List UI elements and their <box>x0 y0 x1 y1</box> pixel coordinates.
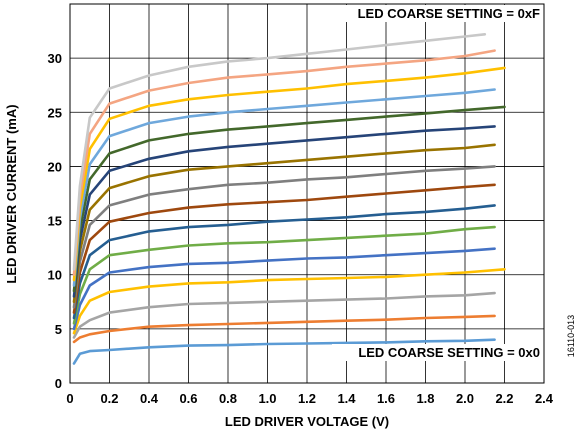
series-line-5 <box>72 225 496 325</box>
x-tick-label: 1.8 <box>416 391 434 406</box>
y-tick-label: 25 <box>48 105 62 120</box>
x-tick-label: 2.2 <box>495 391 513 406</box>
figure-id: 16110-013 <box>566 315 576 357</box>
x-tick-label: 2.0 <box>456 391 474 406</box>
series-line-4 <box>72 247 496 331</box>
y-tick-label: 5 <box>55 322 62 337</box>
y-tick-label: 10 <box>48 268 62 283</box>
x-tick-label: 1.6 <box>377 391 395 406</box>
x-tick-label: 0.2 <box>100 391 118 406</box>
series-line-6 <box>72 204 496 320</box>
series-line-2 <box>72 291 496 339</box>
x-tick-labels: 0 0.2 0.4 0.6 0.8 1.0 1.2 1.4 1.6 1.8 2.0 2.2 2.4 <box>66 391 553 406</box>
x-tick-label: 0.4 <box>140 391 159 406</box>
y-tick-label: 15 <box>48 214 62 229</box>
series-line-13 <box>72 66 506 282</box>
annotation-top-bg <box>332 5 543 22</box>
x-tick-label: 1.2 <box>298 391 316 406</box>
annotation-bottom-bg <box>332 344 543 361</box>
y-tick-label: 30 <box>48 51 62 66</box>
annotation-bottom: LED COARSE SETTING = 0x0 <box>358 345 540 360</box>
series-line-0 <box>72 338 496 365</box>
y-axis-title: LED DRIVER CURRENT (mA) <box>4 104 19 283</box>
y-tick-label: 0 <box>55 376 62 391</box>
series-layer <box>72 32 506 365</box>
series-line-8 <box>72 165 496 309</box>
x-axis-title: LED DRIVER VOLTAGE (V) <box>225 414 389 429</box>
series-line-15 <box>72 32 487 271</box>
x-tick-label: 0.6 <box>179 391 197 406</box>
x-tick-label: 1.4 <box>337 391 356 406</box>
y-tick-label: 20 <box>48 159 62 174</box>
series-line-1 <box>72 314 496 344</box>
series-line-14 <box>72 49 496 277</box>
series-line-9 <box>72 143 496 304</box>
x-tick-label: 0.8 <box>219 391 237 406</box>
x-tick-label: 0 <box>66 391 73 406</box>
series-line-10 <box>72 125 496 298</box>
series-line-11 <box>72 105 506 293</box>
annotation-top: LED COARSE SETTING = 0xF <box>358 6 540 21</box>
series-line-3 <box>72 267 506 335</box>
series-line-7 <box>72 183 496 314</box>
y-tick-labels: 0 5 10 15 20 25 30 <box>48 51 62 391</box>
x-tick-label: 1.0 <box>258 391 276 406</box>
plot-frame <box>69 3 545 384</box>
series-line-12 <box>72 88 496 287</box>
x-tick-label: 2.4 <box>535 391 554 406</box>
